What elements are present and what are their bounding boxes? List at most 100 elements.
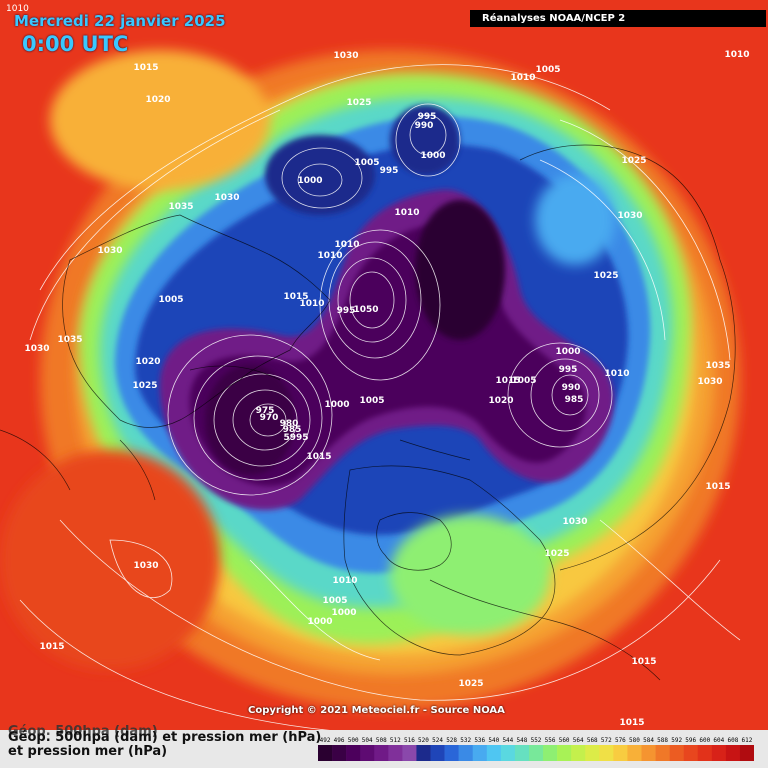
scale-tick-label: 504 [362, 737, 373, 744]
scale-tick-label: 508 [376, 737, 387, 744]
pressure-label: 995 [337, 306, 356, 316]
pressure-label: 980 [280, 419, 299, 429]
corner-pressure-value: 1010 [6, 4, 29, 14]
scale-swatch [514, 745, 530, 761]
scale-swatch [346, 745, 361, 761]
pressure-label: 1025 [544, 549, 569, 559]
pressure-label: 1005 [322, 596, 347, 606]
pressure-label: 1035 [57, 335, 82, 345]
pressure-label: 1005 [354, 158, 379, 168]
scale-swatch [374, 745, 389, 761]
scale-tick-label: 576 [615, 737, 626, 744]
pressure-labels: 1015102010301025101010051010995990100010… [24, 50, 749, 728]
scale-tick-label: 516 [404, 737, 415, 744]
scale-swatch [641, 745, 656, 761]
pressure-label: 995 [559, 365, 578, 375]
pressure-label: 1000 [307, 617, 332, 627]
pressure-label: 1025 [132, 381, 157, 391]
scale-swatch [444, 745, 459, 761]
scale-tick-label: 608 [727, 737, 738, 744]
pressure-label: 1030 [133, 561, 158, 571]
scale-swatch [725, 745, 741, 761]
scale-swatch [528, 745, 544, 761]
pressure-label: 1030 [97, 246, 122, 256]
pressure-label: 990 [562, 383, 581, 393]
pressure-label: 1010 [317, 251, 342, 261]
pressure-label: 1015 [306, 452, 331, 462]
scale-tick-label: 568 [587, 737, 598, 744]
isobar-lines [19, 64, 741, 730]
pressure-label: 1030 [617, 211, 642, 221]
pressure-label: 1050 [353, 305, 378, 315]
scale-swatch [416, 745, 431, 761]
scale-swatch [585, 745, 600, 761]
scale-tick-label: 596 [685, 737, 696, 744]
pressure-label: 1005 [359, 396, 384, 406]
pressure-label: 1000 [297, 176, 322, 186]
pressure-label: 1015 [133, 63, 158, 73]
scale-tick-label: 600 [699, 737, 710, 744]
legend-title-overprint: Géop. 500hpa (dam) [8, 724, 158, 739]
scale-swatch [711, 745, 727, 761]
scale-tick-label: 588 [657, 737, 668, 744]
scale-swatch [360, 745, 375, 761]
scale-tick-label: 584 [643, 737, 654, 744]
scale-swatch [430, 745, 445, 761]
pressure-label: 1030 [562, 517, 587, 527]
scale-swatch [543, 745, 558, 761]
scale-tick-label: 556 [545, 737, 556, 744]
pressure-label: 1000 [555, 347, 580, 357]
pressure-label: 1025 [621, 156, 646, 166]
date-title: Mercredi 22 janvier 2025 [14, 12, 226, 30]
legend-subtitle: et pression mer (hPa) [8, 744, 168, 759]
pressure-label: 1010 [604, 369, 629, 379]
pressure-label: 1005 [158, 295, 183, 305]
pressure-label: 1025 [458, 679, 483, 689]
scale-swatch [332, 745, 347, 761]
pressure-label: 1030 [24, 344, 49, 354]
pressure-label: 1010 [334, 240, 359, 250]
pressure-label: 985 [283, 425, 302, 435]
scale-tick-label: 532 [460, 737, 471, 744]
pressure-label: 1035 [168, 202, 193, 212]
pressure-label: 975 [256, 406, 275, 416]
pressure-label: 1015 [631, 657, 656, 667]
pressure-label: 1015 [705, 482, 730, 492]
pressure-label: 1010 [394, 208, 419, 218]
scale-tick-label: 520 [418, 737, 429, 744]
scale-tick-label: 528 [446, 737, 457, 744]
pressure-label: 1000 [420, 151, 445, 161]
legend-title: Géop. 500hpa (dam) et pression mer (hPa) [8, 730, 322, 745]
scale-tick-label: 500 [348, 737, 359, 744]
pressure-label: 995 [418, 112, 437, 122]
scale-tick-label: 540 [488, 737, 499, 744]
coastlines [0, 144, 736, 681]
scale-swatch [318, 745, 333, 761]
geopotential-map: 1015102010301025101010051010995990100010… [0, 0, 768, 730]
pressure-label: 1000 [331, 608, 356, 618]
scale-tick-label: 564 [573, 737, 584, 744]
scale-swatch [458, 745, 474, 761]
pressure-label: 1010 [299, 299, 324, 309]
scale-swatch [683, 745, 699, 761]
scale-tick-label: 496 [334, 737, 345, 744]
pressure-label: 1020 [135, 357, 160, 367]
pressure-label: 1020 [145, 95, 170, 105]
scale-swatch [472, 745, 488, 761]
source-banner: Réanalyses NOAA/NCEP 2 [470, 10, 766, 27]
scale-swatch [388, 745, 403, 761]
pressure-label: 985 [565, 395, 584, 405]
scale-swatch [486, 745, 502, 761]
scale-swatch [669, 745, 684, 761]
scale-tick-label: 552 [531, 737, 542, 744]
pressure-label: 1005 [535, 65, 560, 75]
scale-tick-label: 604 [713, 737, 724, 744]
scale-tick-label: 536 [474, 737, 485, 744]
pressure-label: 1025 [593, 271, 618, 281]
pressure-label: 1015 [495, 376, 520, 386]
scale-swatch [599, 745, 614, 761]
scale-tick-label: 512 [390, 737, 401, 744]
scale-swatch [697, 745, 713, 761]
pressure-label: 5995 [283, 433, 308, 443]
scale-swatch [613, 745, 628, 761]
